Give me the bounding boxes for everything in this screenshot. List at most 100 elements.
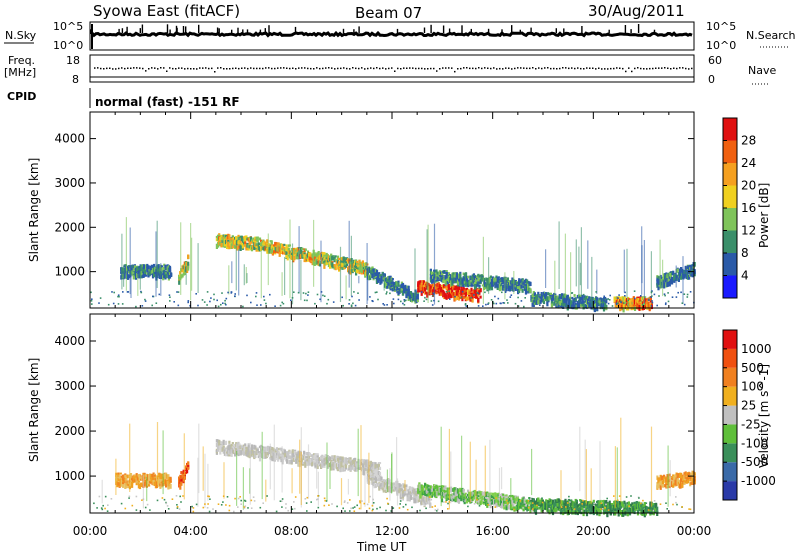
echo-cell [422,280,425,284]
echo-cell [400,286,403,293]
echo-cell [467,283,470,288]
echo-speckle [641,304,644,306]
echo-cell [124,474,127,478]
echo-streak [197,243,199,293]
nsky-top-tick: 10^5 [53,20,83,33]
echo-cell [604,296,607,299]
echo-streak [682,256,684,304]
echo-cell [436,276,439,282]
echo-speckle [151,304,153,307]
echo-cell [499,504,502,509]
echo-cell [311,458,314,463]
echo-streak [554,260,556,302]
freq-dot [409,67,411,69]
echo-speckle [449,298,451,300]
echo-streak [243,264,245,286]
echo-cell [514,495,517,499]
echo-speckle [634,297,636,300]
echo-cell [131,481,134,485]
echo-streak [185,266,187,285]
echo-cell [412,496,415,500]
echo-cell [226,451,229,454]
echo-speckle [221,292,223,294]
echo-cell [152,472,155,477]
freq-dot [559,67,561,70]
echo-cell [604,303,607,310]
echo-cell [345,263,349,266]
freq-dot [349,68,351,70]
echo-speckle [582,293,585,296]
echo-speckle [689,291,692,293]
echo-streak [596,269,598,294]
echo-cell [442,279,445,284]
echo-cell [360,467,363,472]
echo-cell [443,275,446,278]
echo-speckle [517,305,520,307]
echo-cell [345,259,349,262]
echo-cell [591,506,594,512]
echo-cell [226,236,229,243]
echo-cell [323,458,326,462]
echo-cell [443,277,446,281]
echo-cell [306,452,309,456]
echo-cell [533,504,536,509]
echo-cell [547,500,550,506]
echo-cell [570,502,573,508]
echo-speckle [316,293,319,296]
echo-cell [253,455,256,460]
echo-cell [608,500,611,506]
echo-cell [247,450,250,456]
echo-cell [278,453,281,460]
echo-cell [475,284,478,289]
echo-cell [453,278,456,284]
echo-cell [591,296,594,301]
echo-cell [219,240,222,247]
echo-cell [167,474,170,480]
echo-cell [278,447,281,451]
echo-cell [435,269,438,273]
echo-cell [495,500,498,503]
echo-cell [380,277,383,283]
echo-cell [254,242,257,247]
echo-cell [232,237,235,240]
echo-cell [126,474,129,479]
freq-dot [577,67,579,69]
echo-cell [515,282,518,285]
freq-dot [427,68,429,70]
echo-cell [576,504,579,511]
echo-cell [587,503,590,509]
echo-cell [473,489,476,493]
echo-cell [548,509,551,515]
freq-dot [253,67,255,70]
echo-cell [334,258,337,261]
echo-cell [529,288,532,293]
echo-cell [264,242,267,245]
echo-cell [289,255,293,260]
freq-dot [355,67,357,70]
echo-cell [124,265,127,271]
echo-cell [478,275,481,278]
echo-cell [146,266,149,273]
echo-cell [477,298,480,303]
echo-speckle [667,292,669,294]
echo-cell [291,449,294,454]
echo-cell [446,280,449,285]
echo-cell [280,247,284,254]
echo-cell [119,478,122,483]
echo-speckle [665,302,667,304]
echo-streak [246,273,248,283]
echo-cell [463,277,466,281]
power-colorbar-label: Power [dB] [757,183,771,248]
echo-cell [313,460,316,466]
echo-cell [158,473,161,477]
echo-streak [129,227,131,295]
freq-dot [283,67,285,69]
echo-cell [240,450,243,455]
freq-dot [385,68,387,70]
echo-cell [593,506,596,509]
echo-cell [331,463,334,467]
echo-cell [326,463,329,469]
echo-cell [490,286,494,291]
echo-speckle [617,302,619,305]
echo-cell [645,301,648,306]
